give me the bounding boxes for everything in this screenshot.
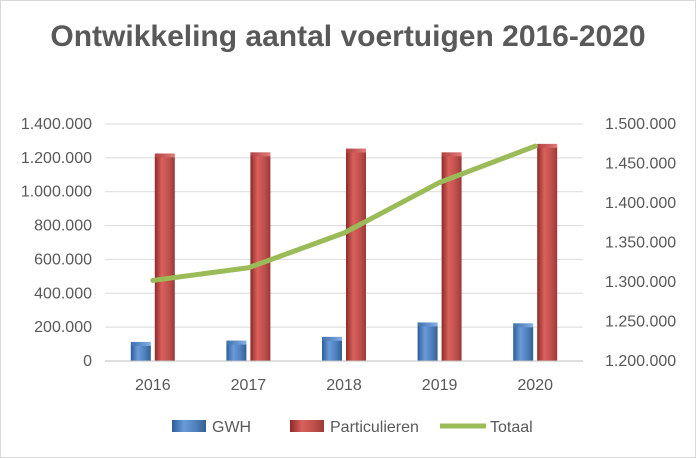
- particulieren-bar-top: [537, 143, 558, 148]
- particulieren-bar: [441, 155, 462, 361]
- x-tick-label: 2018: [326, 377, 362, 394]
- y-left-tick-label: 200.000: [34, 319, 92, 336]
- y-right-tick-label: 1.350.000: [605, 235, 676, 252]
- totaal-line: [150, 143, 538, 283]
- gwh-bar-top: [322, 336, 342, 341]
- y-left-tick-label: 600.000: [34, 251, 92, 268]
- y-right-tick-label: 1.200.000: [605, 353, 676, 370]
- legend-label-totaal: Totaal: [490, 419, 533, 436]
- gwh-bar: [322, 339, 342, 361]
- gwh-bar-top: [226, 340, 247, 345]
- particulieren-bar-top: [346, 148, 366, 153]
- legend-swatch-particulieren: [290, 420, 324, 432]
- particulieren-bar-top: [441, 152, 462, 157]
- gwh-bar: [417, 325, 438, 361]
- legend-label-gwh: GWH: [212, 419, 251, 436]
- gwh-bar-top: [513, 323, 534, 328]
- gwh-bar-top: [130, 341, 151, 346]
- gwh-bar: [226, 343, 247, 361]
- gwh-bar-top: [417, 322, 438, 327]
- y-right-tick-label: 1.250.000: [605, 314, 676, 331]
- particulieren-bar: [537, 146, 558, 361]
- y-left-tick-label: 1.200.000: [21, 150, 92, 167]
- particulieren-bar: [154, 156, 175, 361]
- gwh-bar: [130, 344, 151, 361]
- particulieren-bar: [346, 151, 366, 361]
- x-tick-label: 2020: [517, 377, 553, 394]
- gwh-bar: [513, 326, 534, 361]
- x-tick-label: 2016: [135, 377, 171, 394]
- y-left-tick-label: 400.000: [34, 285, 92, 302]
- y-right-tick-label: 1.500.000: [605, 116, 676, 133]
- particulieren-bar-top: [250, 152, 271, 157]
- y-left-tick-label: 1.000.000: [21, 184, 92, 201]
- legend-swatch-gwh: [172, 420, 206, 432]
- chart-title: Ontwikkeling aantal voertuigen 2016-2020: [50, 20, 646, 53]
- y-right-tick-label: 1.450.000: [605, 156, 676, 173]
- legend-label-particulieren: Particulieren: [330, 419, 419, 436]
- y-left-tick-label: 0: [83, 353, 92, 370]
- x-tick-label: 2017: [231, 377, 267, 394]
- y-right-tick-label: 1.400.000: [605, 195, 676, 212]
- y-left-tick-label: 800.000: [34, 218, 92, 235]
- particulieren-bar-top: [154, 153, 175, 158]
- particulieren-bar: [250, 155, 271, 361]
- y-left-tick-label: 1.400.000: [21, 116, 92, 133]
- x-tick-label: 2019: [422, 377, 458, 394]
- y-right-tick-label: 1.300.000: [605, 274, 676, 291]
